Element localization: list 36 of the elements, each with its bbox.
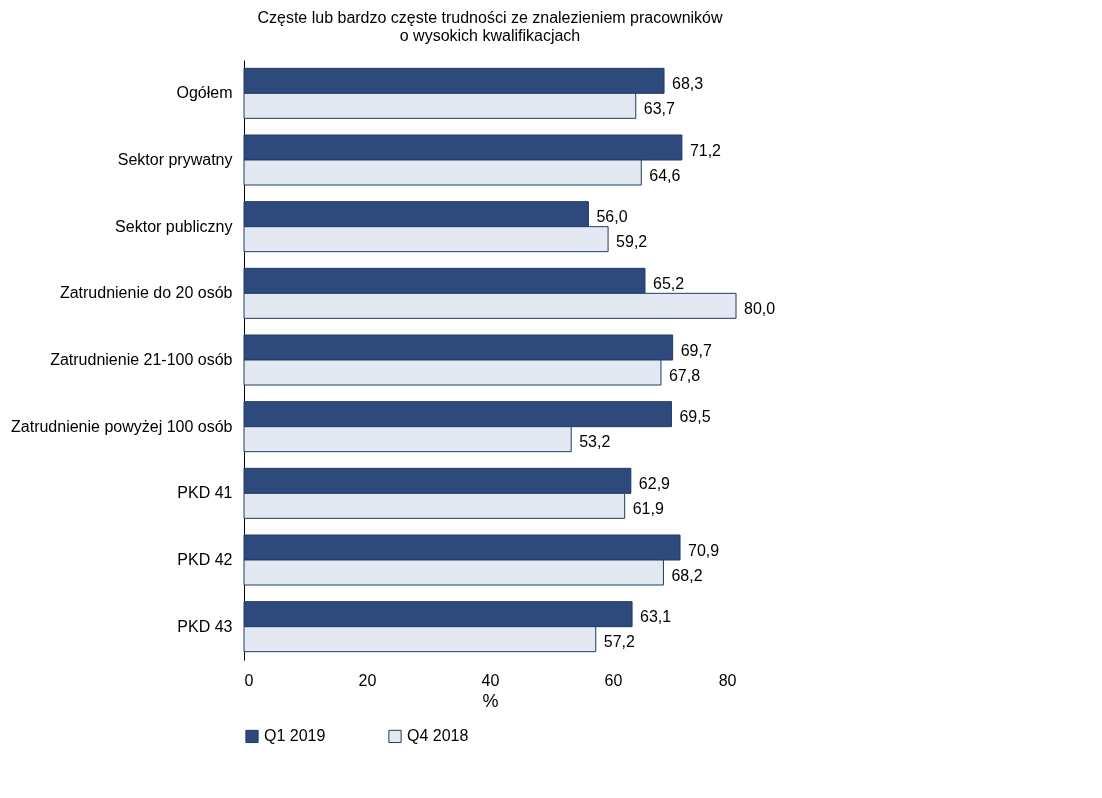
data-label: 57,2 bbox=[603, 633, 636, 651]
legend-label: Q4 2018 bbox=[407, 727, 469, 745]
x-tick-label: 80 bbox=[718, 671, 737, 689]
data-label: 68,3 bbox=[672, 74, 704, 92]
y-tick-label: Ogółem bbox=[176, 84, 233, 102]
x-tick-label: 60 bbox=[604, 671, 623, 689]
data-label: 63,1 bbox=[640, 608, 672, 626]
x-tick-label: 0 bbox=[244, 671, 254, 689]
y-tick-label: Zatrudnienie powyżej 100 osób bbox=[11, 417, 233, 435]
y-tick-label: PKD 43 bbox=[177, 617, 233, 635]
x-tick-label: 40 bbox=[481, 671, 500, 689]
data-label: 69,5 bbox=[679, 408, 711, 426]
y-tick-label: Sektor publiczny bbox=[115, 217, 233, 235]
data-label: 62,9 bbox=[638, 474, 671, 492]
data-label: 64,6 bbox=[649, 166, 681, 184]
data-label: 71,2 bbox=[689, 141, 722, 159]
data-label: 68,2 bbox=[671, 566, 703, 584]
data-label: 63,7 bbox=[643, 99, 675, 117]
data-label: 61,9 bbox=[632, 499, 664, 517]
data-label: 67,8 bbox=[668, 366, 701, 384]
y-tick-label: Zatrudnienie do 20 osób bbox=[59, 284, 233, 302]
data-label: 80,0 bbox=[744, 299, 776, 317]
y-tick-label: Zatrudnienie 21-100 osób bbox=[50, 351, 233, 368]
y-tick-label: Sektor prywatny bbox=[117, 151, 233, 168]
y-tick-label: PKD 42 bbox=[177, 551, 233, 568]
x-tick-label: 20 bbox=[358, 671, 377, 689]
data-label: 53,2 bbox=[579, 433, 611, 451]
data-label: 59,2 bbox=[616, 233, 648, 251]
data-label: 70,9 bbox=[688, 541, 720, 559]
data-label: 56,0 bbox=[596, 208, 628, 226]
chart-title: Częste lub bardzo częste trudności ze znalezieniem pracowników o wysokich kwalifikacjach bbox=[257, 9, 723, 44]
legend-label: Q1 2019 bbox=[264, 727, 326, 745]
y-tick-label: PKD 41 bbox=[177, 484, 233, 502]
data-label: 65,2 bbox=[652, 274, 685, 292]
x-axis-title: % bbox=[482, 690, 499, 711]
data-label: 69,7 bbox=[680, 341, 712, 359]
